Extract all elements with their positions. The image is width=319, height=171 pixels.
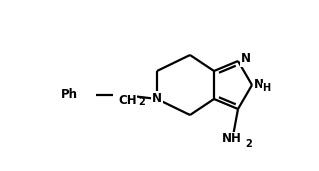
Text: N: N (254, 78, 264, 91)
Text: H: H (262, 83, 270, 93)
Text: N: N (152, 93, 162, 106)
Text: NH: NH (222, 133, 242, 146)
Text: 2: 2 (245, 139, 252, 149)
Text: Ph: Ph (61, 89, 78, 102)
Text: 2: 2 (138, 97, 145, 107)
Text: CH: CH (118, 95, 137, 108)
Text: N: N (241, 52, 251, 65)
